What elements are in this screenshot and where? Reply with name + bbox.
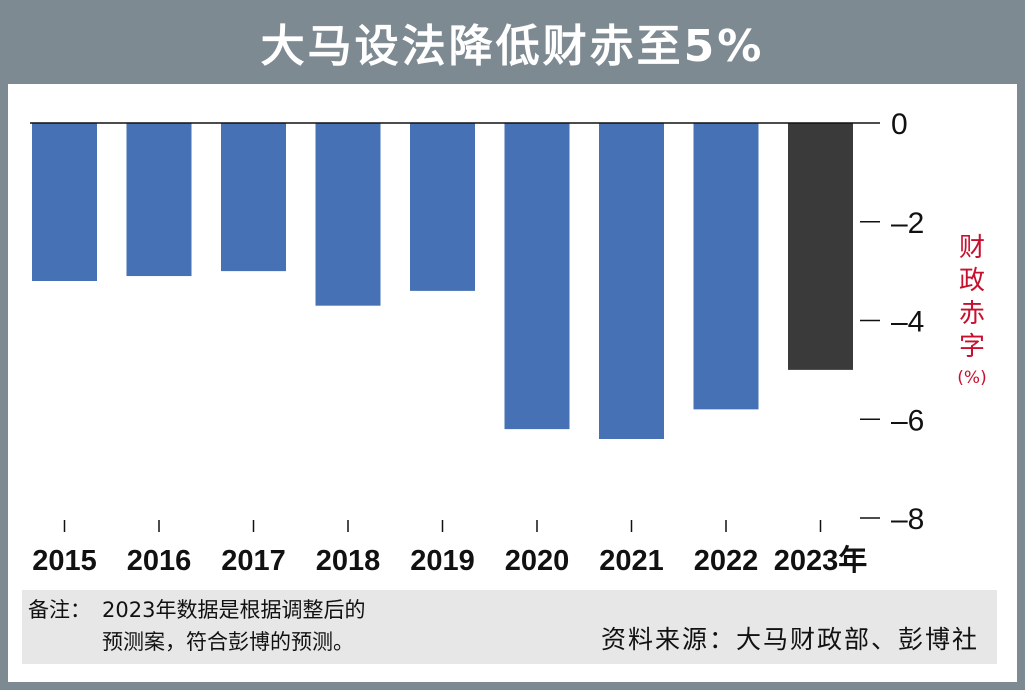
bar-2019 — [410, 123, 475, 291]
x-tick-label: 2015 — [32, 545, 97, 577]
bar-2022 — [693, 123, 759, 410]
y-axis-label-char: 赤 — [958, 299, 985, 329]
y-axis-unit: (%) — [957, 368, 987, 388]
x-tick-label: 2018 — [316, 545, 381, 577]
chart-title: 大马设法降低财赤至5% — [260, 21, 765, 72]
y-tick-label: –6 — [891, 404, 924, 437]
note-line-1: 2023年数据是根据调整后的 — [102, 598, 366, 622]
bar-2020 — [504, 123, 570, 430]
y-axis-label-char: 字 — [958, 332, 985, 362]
bar-2015 — [32, 123, 97, 281]
y-axis-label-text: 财政赤字 — [952, 232, 992, 364]
y-tick-label: –4 — [891, 306, 924, 339]
source-text: 资料来源：大马财政部、彭博社 — [600, 625, 979, 654]
x-tick-label: 2021 — [599, 545, 664, 577]
x-tick-label: 2022 — [694, 545, 759, 577]
y-axis-label-char: 政 — [958, 266, 985, 296]
y-tick-label: –2 — [891, 207, 924, 240]
note-line-2: 预测案，符合彭博的预测。 — [102, 630, 354, 654]
bar-2016 — [126, 123, 192, 277]
bar-2021 — [599, 123, 664, 439]
note-key: 备注： — [28, 598, 91, 622]
bar-2018 — [315, 123, 381, 306]
x-tick-label: 2019 — [410, 545, 475, 577]
title-bar: 大马设法降低财赤至5% — [0, 0, 1025, 84]
x-tick-label: 2017 — [221, 545, 286, 577]
y-axis-label-char: 财 — [958, 233, 985, 263]
y-tick-label: –8 — [891, 503, 924, 536]
bar-2017 — [221, 123, 286, 272]
x-tick-label: 2023年 — [774, 543, 868, 577]
y-tick-label: 0 — [891, 108, 908, 141]
x-tick-label: 2016 — [127, 545, 192, 577]
bar-chart: 0 –2 –4 –6 –8 2015 2016 2017 2018 2019 2020 2021 202… — [30, 108, 924, 577]
x-tick-label: 2020 — [505, 545, 570, 577]
bar-2023年 — [788, 123, 853, 370]
note-body: 2023年数据是根据调整后的 预测案，符合彭博的预测。 — [102, 594, 482, 658]
footer: 备注： 2023年数据是根据调整后的 预测案，符合彭博的预测。 资料来源：大马财… — [22, 590, 997, 664]
y-axis-label: 财政赤字 (%) — [952, 232, 992, 392]
